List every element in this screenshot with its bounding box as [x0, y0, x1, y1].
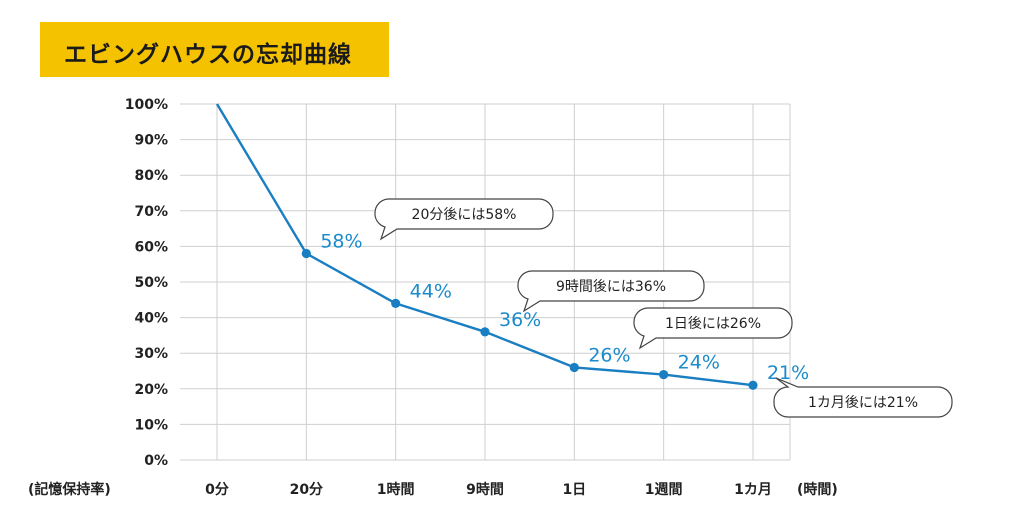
y-tick-label: 60% [134, 239, 168, 255]
x-tick-label: 1カ月 [734, 482, 772, 498]
callout-bubble [517, 270, 705, 313]
series-line: 58% 44% 36% 26% 24% 21% [215, 103, 809, 390]
grid [180, 103, 791, 461]
data-label: 36% [499, 309, 541, 331]
y-tick-label: 40% [134, 311, 168, 327]
x-tick-label: 1週間 [645, 482, 683, 498]
callout-text: 9時間後には36% [556, 279, 666, 295]
data-label: 58% [320, 231, 362, 253]
y-tick-label: 70% [134, 204, 168, 220]
y-tick-label: 90% [134, 133, 168, 149]
data-point [391, 298, 401, 308]
data-point [301, 248, 311, 259]
y-tick-label: 30% [134, 346, 168, 362]
x-axis-ticks: 0分 20分 1時間 9時間 1日 1週間 1カ月 [205, 481, 772, 498]
x-tick-label: 9時間 [466, 481, 504, 498]
data-label: 21% [767, 362, 809, 384]
data-point [748, 380, 758, 390]
title-banner: エビングハウスの忘却曲線 [40, 22, 389, 77]
callout-text: 20分後には58% [412, 207, 517, 223]
y-tick-label: 80% [134, 168, 168, 184]
callout-text: 1日後には26% [665, 316, 761, 332]
y-axis-label: (記憶保持率) [28, 481, 111, 498]
chart-title: エビングハウスの忘却曲線 [64, 42, 352, 68]
y-tick-label: 100% [125, 97, 168, 113]
y-tick-label: 50% [134, 275, 168, 291]
y-tick-label: 0% [144, 453, 168, 469]
y-tick-label: 20% [134, 382, 168, 398]
callout-bubble [374, 198, 554, 241]
y-axis-ticks: 100% 90% 80% 70% 60% 50% 40% 30% 20% 10% 0% [125, 97, 168, 469]
callout-bubble [773, 377, 953, 418]
callouts: 20分後には58% 9時間後には36% 1日後には26% 1カ月後には21% [374, 198, 953, 418]
x-tick-label: 1時間 [377, 481, 415, 498]
data-point [569, 362, 579, 373]
x-tick-label: 20分 [290, 482, 323, 498]
y-tick-label: 10% [134, 417, 168, 433]
data-point [659, 369, 669, 380]
x-tick-label: 0分 [205, 482, 229, 498]
callout-text: 1カ月後には21% [808, 395, 918, 411]
data-label: 26% [588, 344, 630, 366]
data-label: 44% [410, 280, 452, 302]
x-axis-label: (時間) [797, 481, 838, 498]
data-label: 24% [678, 352, 720, 374]
callout-bubble [633, 307, 793, 350]
x-tick-label: 1日 [562, 482, 586, 498]
data-point [480, 327, 490, 337]
